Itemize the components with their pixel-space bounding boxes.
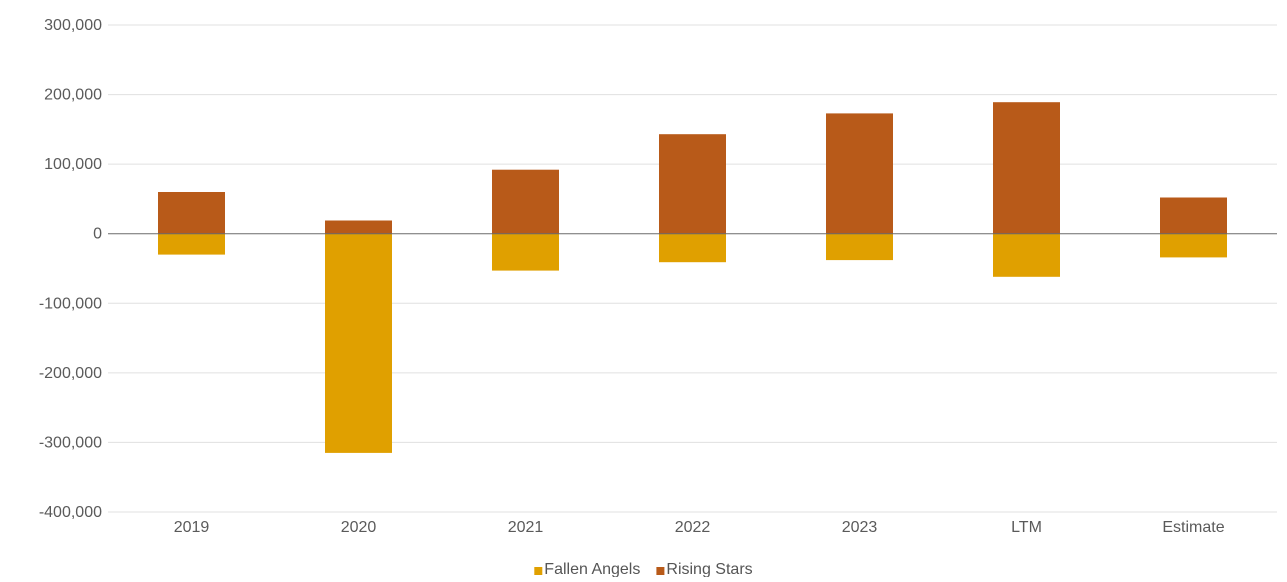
legend-swatch-rising-stars — [656, 567, 665, 575]
y-tick-label: 100,000 — [44, 156, 102, 173]
bar-fallen-angels-2020 — [325, 233, 392, 453]
x-tick-label: LTM — [1011, 519, 1042, 536]
y-tick-label: 300,000 — [44, 17, 102, 34]
x-tick-label: 2021 — [508, 519, 544, 536]
y-axis-tick-labels: 300,000 200,000 100,000 0 -100,000 -200,000 -3… — [39, 17, 102, 521]
x-tick-label: 2019 — [174, 519, 210, 536]
bar-fallen-angels-2021 — [492, 233, 559, 271]
x-tick-label: 2020 — [341, 519, 377, 536]
bar-rising-stars-2021 — [492, 169, 559, 234]
legend-label-fallen-angels: Fallen Angels — [544, 561, 640, 577]
bar-rising-stars-2022 — [659, 134, 726, 234]
x-tick-label: Estimate — [1162, 519, 1224, 536]
y-tick-label: -400,000 — [39, 504, 102, 521]
x-axis-tick-labels: 2019 2020 2021 2022 2023 LTM Estimate — [174, 519, 1225, 536]
x-tick-label: 2023 — [842, 519, 878, 536]
legend-swatch-fallen-angels — [534, 567, 543, 575]
y-tick-label: 0 — [93, 226, 102, 243]
bar-fallen-angels-2022 — [659, 233, 726, 263]
x-tick-label: 2022 — [675, 519, 711, 536]
bar-rising-stars-2023 — [826, 113, 893, 234]
y-tick-label: 200,000 — [44, 87, 102, 104]
bar-fallen-angels-2023 — [826, 233, 893, 261]
bar-fallen-angels-ltm — [993, 233, 1060, 277]
bar-fallen-angels-2019 — [158, 233, 225, 255]
bar-rising-stars-2020 — [325, 220, 392, 234]
y-tick-label: -200,000 — [39, 365, 102, 382]
bar-fallen-angels-estimate — [1160, 233, 1227, 258]
gridlines — [108, 24, 1277, 513]
bars — [158, 102, 1227, 453]
bar-rising-stars-ltm — [993, 102, 1060, 234]
legend: Fallen Angels Rising Stars — [534, 561, 753, 578]
y-tick-label: -100,000 — [39, 295, 102, 312]
y-tick-label: -300,000 — [39, 434, 102, 451]
bar-rising-stars-2019 — [158, 192, 225, 234]
bar-rising-stars-estimate — [1160, 197, 1227, 234]
legend-label-rising-stars: Rising Stars — [666, 561, 752, 577]
